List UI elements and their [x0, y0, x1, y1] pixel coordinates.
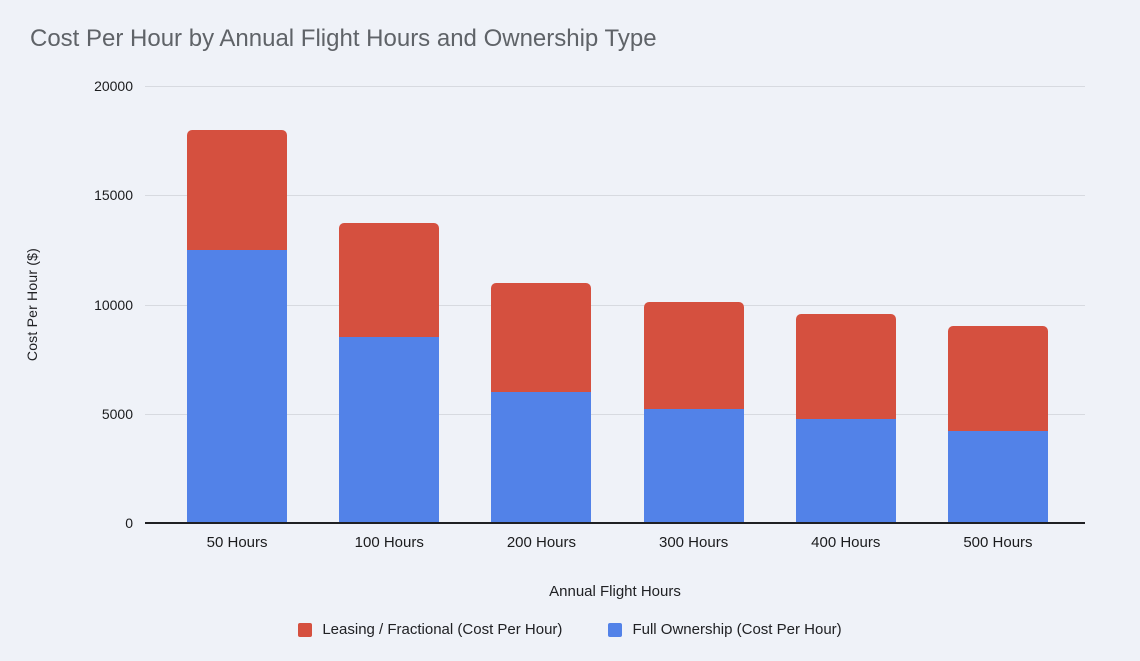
- x-tick-label-300-hours: 300 Hours: [658, 534, 729, 551]
- x-axis-title: Annual Flight Hours: [549, 583, 681, 600]
- bar-segment-leasing-fractional[interactable]: [795, 314, 896, 420]
- gridline-15000: [145, 195, 1085, 197]
- bar-groups: 50 Hours 100 Hours 200 Hours 300 Hours 400 H…: [145, 86, 1085, 551]
- bar-stack: [795, 314, 896, 523]
- bar-stack: [643, 302, 744, 523]
- bar-group-400-hours: 400 Hours: [770, 86, 922, 551]
- bar-segment-full-ownership[interactable]: [947, 431, 1048, 523]
- y-axis-title-wrap: Cost Per Hour ($): [24, 86, 40, 523]
- legend-label: Leasing / Fractional (Cost Per Hour): [322, 621, 563, 638]
- bar-stack: [491, 282, 592, 523]
- x-tick-label-50-hours: 50 Hours: [206, 534, 268, 551]
- x-tick-label-100-hours: 100 Hours: [354, 534, 424, 551]
- bar-segment-full-ownership[interactable]: [491, 391, 592, 523]
- gridline-10000: [145, 304, 1085, 306]
- x-axis-baseline: [145, 522, 1085, 524]
- bar-group-200-hours: 200 Hours: [465, 86, 617, 551]
- bar-group-100-hours: 100 Hours: [313, 86, 465, 551]
- legend-swatch-icon: [608, 622, 623, 637]
- bar-segment-leasing-fractional[interactable]: [187, 129, 288, 250]
- x-tick-label-400-hours: 400 Hours: [811, 534, 881, 551]
- bar-segment-full-ownership[interactable]: [795, 419, 896, 523]
- legend-label: Full Ownership (Cost Per Hour): [632, 621, 842, 638]
- bar-segment-full-ownership[interactable]: [643, 409, 744, 523]
- bar-segment-full-ownership[interactable]: [187, 249, 288, 523]
- chart-title: Cost Per Hour by Annual Flight Hours and…: [30, 25, 657, 52]
- bar-segment-leasing-fractional[interactable]: [339, 222, 440, 338]
- bar-segment-full-ownership[interactable]: [339, 337, 440, 523]
- y-tick-label-20000: 20000: [94, 78, 133, 94]
- legend: Leasing / Fractional (Cost Per Hour) Full…: [0, 621, 1140, 638]
- y-tick-label-5000: 5000: [101, 405, 133, 422]
- plot-area: 50 Hours 100 Hours 200 Hours 300 Hours 400 H…: [145, 86, 1085, 551]
- legend-item[interactable]: Full Ownership (Cost Per Hour): [608, 621, 842, 638]
- bar-group-500-hours: 500 Hours: [922, 86, 1074, 551]
- bar-stack: [947, 326, 1048, 523]
- y-tick-label-10000: 10000: [94, 296, 133, 313]
- bar-segment-leasing-fractional[interactable]: [643, 302, 744, 410]
- bar-stack: [187, 129, 288, 523]
- y-tick-label-0: 0: [125, 515, 133, 531]
- gridline-20000: [145, 86, 1085, 87]
- y-axis-title: Cost Per Hour ($): [24, 247, 40, 362]
- bar-segment-leasing-fractional[interactable]: [947, 326, 1048, 432]
- bar-segment-leasing-fractional[interactable]: [491, 282, 592, 392]
- bar-group-50-hours: 50 Hours: [161, 86, 313, 551]
- x-tick-label-500-hours: 500 Hours: [963, 534, 1033, 551]
- bar-stack: [339, 222, 440, 523]
- legend-item[interactable]: Leasing / Fractional (Cost Per Hour): [298, 621, 562, 638]
- legend-swatch-icon: [298, 622, 313, 637]
- bar-group-300-hours: 300 Hours: [618, 86, 770, 551]
- x-tick-label-200-hours: 200 Hours: [506, 534, 577, 551]
- y-tick-label-15000: 15000: [94, 187, 133, 204]
- gridline-5000: [145, 413, 1085, 415]
